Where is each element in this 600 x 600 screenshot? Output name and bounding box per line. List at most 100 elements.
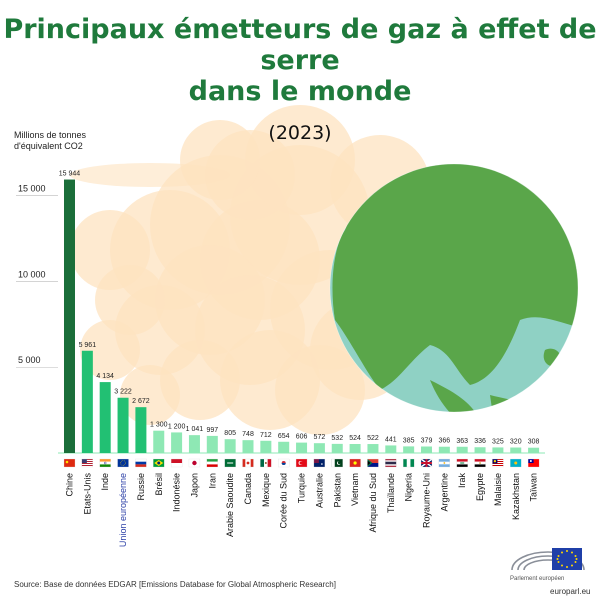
value-label: 366 [439, 438, 451, 445]
value-label: 5 961 [79, 342, 97, 349]
southafrica-flag-icon [367, 458, 379, 468]
title-line-1: Principaux émetteurs de gaz à effet de [3, 14, 597, 45]
category-label: Mexique [261, 473, 271, 507]
value-label: 15 944 [59, 171, 81, 178]
source-note: Source: Base de données EDGAR [Emissions… [14, 580, 336, 589]
y-axis-label-line-2: d'équivalent CO2 [14, 141, 83, 151]
bar [188, 435, 200, 453]
bar [224, 439, 236, 453]
bar [438, 446, 450, 453]
page-title: Principaux émetteurs de gaz à effet de s… [0, 14, 600, 107]
value-label: 3 222 [114, 389, 132, 396]
category-label: Russie [136, 473, 146, 501]
bar [510, 447, 522, 453]
china-flag-icon [63, 458, 76, 468]
bar [117, 397, 129, 453]
bar [349, 444, 361, 453]
bar [296, 442, 308, 453]
australia-flag-icon [313, 458, 326, 468]
value-label: 606 [296, 434, 308, 441]
category-label: Egypte [475, 473, 485, 501]
logo-text: Parlement européen [510, 576, 565, 582]
flags [63, 458, 540, 468]
category-label: Etats-Unis [82, 473, 92, 515]
bar [171, 432, 183, 453]
category-label: Vietnam [350, 473, 360, 506]
bar [492, 447, 504, 453]
mexico-flag-icon [260, 458, 272, 468]
value-label: 2 672 [132, 398, 150, 405]
y-axis-label: Millions de tonnes d'équivalent CO2 [14, 130, 86, 152]
y-axis-label-line-1: Millions de tonnes [14, 130, 87, 140]
bar [474, 447, 486, 453]
website-link[interactable]: europarl.eu [550, 587, 591, 596]
bar [278, 441, 290, 453]
value-label: 654 [278, 433, 290, 440]
iraq-flag-icon [456, 458, 468, 468]
thailand-flag-icon [385, 458, 397, 468]
category-label: Iran [207, 473, 217, 489]
bar [135, 407, 147, 453]
argentina-flag-icon [438, 458, 451, 468]
category-label: Pakistan [332, 473, 342, 508]
value-label: 320 [510, 439, 522, 446]
value-label: 805 [224, 430, 236, 437]
value-label: 1 300 [150, 422, 168, 429]
usa-flag-icon [81, 458, 93, 468]
category-label: Chine [65, 473, 75, 497]
taiwan-flag-icon [527, 458, 540, 468]
value-label: 532 [331, 435, 343, 442]
value-label: 441 [385, 436, 397, 443]
value-label: 997 [206, 427, 218, 434]
saudi-flag-icon [224, 458, 236, 468]
value-label: 1 041 [186, 426, 204, 433]
category-label: Irak [457, 473, 467, 489]
vietnam-flag-icon [349, 458, 361, 468]
value-label: 379 [421, 437, 433, 444]
category-label: Corée du Sud [279, 473, 289, 529]
turkey-flag-icon [295, 458, 308, 468]
bar [242, 440, 254, 453]
category-label: Arabie Saoudite [225, 473, 235, 537]
uk-flag-icon [420, 458, 433, 468]
bar [528, 447, 540, 453]
pakistan-flag-icon [331, 458, 343, 468]
category-label: Indonésie [172, 473, 182, 512]
russia-flag-icon [135, 458, 147, 468]
india-flag-icon [99, 458, 111, 468]
category-labels: Chine Etats-Unis Inde Union européenne Russi… [65, 473, 539, 548]
bar [456, 446, 468, 453]
bar [367, 444, 379, 453]
kazakhstan-flag-icon [510, 458, 522, 468]
value-label: 524 [349, 435, 361, 442]
y-tick-label: 15 000 [18, 184, 46, 194]
title-line-3: dans le monde [188, 76, 412, 107]
y-tick-label: 10 000 [18, 269, 46, 279]
category-label: Thaïlande [386, 473, 396, 513]
value-label: 572 [314, 434, 326, 441]
value-label: 385 [403, 437, 415, 444]
japan-flag-icon [188, 458, 201, 468]
bar [403, 446, 415, 453]
bar [153, 430, 165, 453]
value-label: 336 [474, 438, 486, 445]
category-label: Union européenne [118, 473, 128, 547]
bar [385, 445, 397, 453]
bar [421, 446, 432, 453]
subtitle: (2023) [268, 122, 332, 144]
category-label: Japon [189, 473, 199, 498]
y-tick-label: 5 000 [18, 355, 41, 365]
eu-flag-icon [117, 458, 129, 468]
egypt-flag-icon [474, 458, 486, 468]
category-label: Afrique du Sud [368, 473, 378, 533]
indonesia-flag-icon [170, 458, 183, 468]
category-label: Brésil [154, 473, 164, 496]
bar [206, 435, 218, 453]
category-label: Canada [243, 473, 253, 505]
bar [81, 350, 93, 453]
bar [64, 179, 75, 453]
brazil-flag-icon [153, 458, 165, 468]
value-label: 4 134 [96, 373, 114, 380]
